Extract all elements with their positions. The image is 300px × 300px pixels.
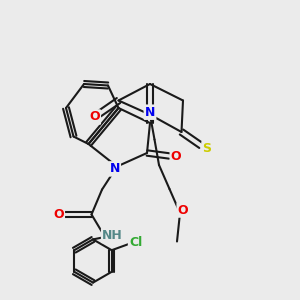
- Text: S: S: [202, 142, 211, 155]
- Text: N: N: [145, 106, 155, 119]
- Text: O: O: [171, 149, 182, 163]
- Text: NH: NH: [102, 229, 123, 242]
- Text: O: O: [89, 110, 100, 124]
- Text: Cl: Cl: [129, 236, 142, 249]
- Text: O: O: [53, 208, 64, 221]
- Text: O: O: [178, 203, 188, 217]
- Text: N: N: [110, 162, 120, 176]
